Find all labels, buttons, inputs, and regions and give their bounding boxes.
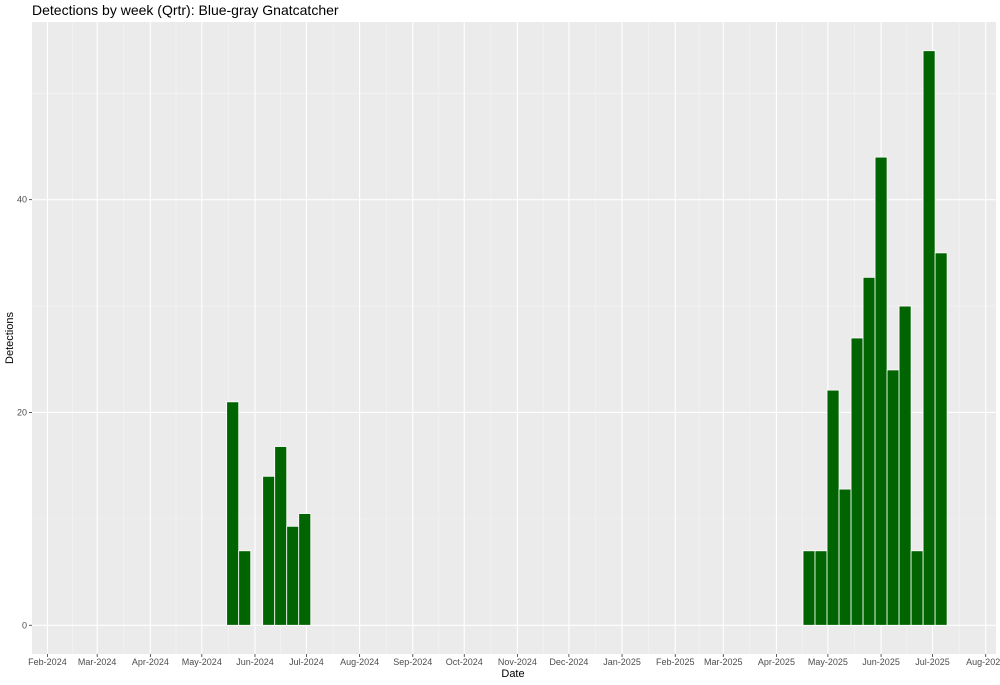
x-axis-title: Date bbox=[501, 668, 524, 680]
bar bbox=[850, 337, 864, 626]
x-tick-label: Sep-2024 bbox=[393, 657, 432, 667]
bar bbox=[286, 525, 300, 626]
y-tick-label: 20 bbox=[17, 407, 27, 417]
x-tick-label: Apr-2025 bbox=[758, 657, 795, 667]
x-tick-label: Oct-2024 bbox=[446, 657, 483, 667]
x-tick-label: Dec-2024 bbox=[549, 657, 588, 667]
bar bbox=[226, 401, 240, 626]
x-tick-label: Jun-2025 bbox=[862, 657, 900, 667]
x-tick-label: Mar-2024 bbox=[78, 657, 117, 667]
bar bbox=[874, 156, 888, 626]
bar bbox=[238, 550, 252, 626]
x-axis: Feb-2024 Mar-2024 Apr-2024 May-2024 Jun-2024… bbox=[28, 654, 1000, 667]
bar bbox=[838, 488, 852, 626]
x-tick-label: Mar-2025 bbox=[704, 657, 743, 667]
x-tick-label: Jul-2024 bbox=[289, 657, 324, 667]
bar bbox=[262, 475, 276, 626]
bar bbox=[298, 513, 312, 626]
x-tick-label: Jul-2025 bbox=[915, 657, 950, 667]
x-tick-label: Jun-2024 bbox=[236, 657, 274, 667]
y-tick-label: 40 bbox=[17, 195, 27, 205]
x-tick-label: Feb-2024 bbox=[28, 657, 67, 667]
x-tick-label: Apr-2024 bbox=[132, 657, 169, 667]
y-tick-label: 0 bbox=[22, 620, 27, 630]
bar bbox=[886, 369, 900, 626]
x-tick-label: Jan-2025 bbox=[603, 657, 641, 667]
bar bbox=[934, 252, 948, 626]
x-tick-label: Nov-2024 bbox=[498, 657, 537, 667]
bar-series bbox=[226, 50, 948, 626]
x-tick-label: Aug-2024 bbox=[340, 657, 379, 667]
x-tick-label: May-2024 bbox=[182, 657, 222, 667]
bar bbox=[802, 550, 816, 626]
bar bbox=[826, 389, 840, 626]
bar bbox=[910, 550, 924, 626]
bar bbox=[862, 276, 876, 626]
bar bbox=[274, 446, 288, 626]
bar bbox=[814, 550, 828, 626]
y-axis: 0 20 40 bbox=[17, 195, 32, 630]
bar bbox=[922, 50, 936, 626]
x-tick-label: May-2025 bbox=[808, 657, 848, 667]
chart-title: Detections by week (Qrtr): Blue-gray Gna… bbox=[32, 2, 339, 18]
x-tick-label: Feb-2025 bbox=[656, 657, 695, 667]
x-tick-label: Aug-2025 bbox=[966, 657, 1000, 667]
y-axis-title: Detections bbox=[4, 312, 16, 364]
plot-panel bbox=[32, 22, 996, 654]
bar bbox=[898, 305, 912, 626]
